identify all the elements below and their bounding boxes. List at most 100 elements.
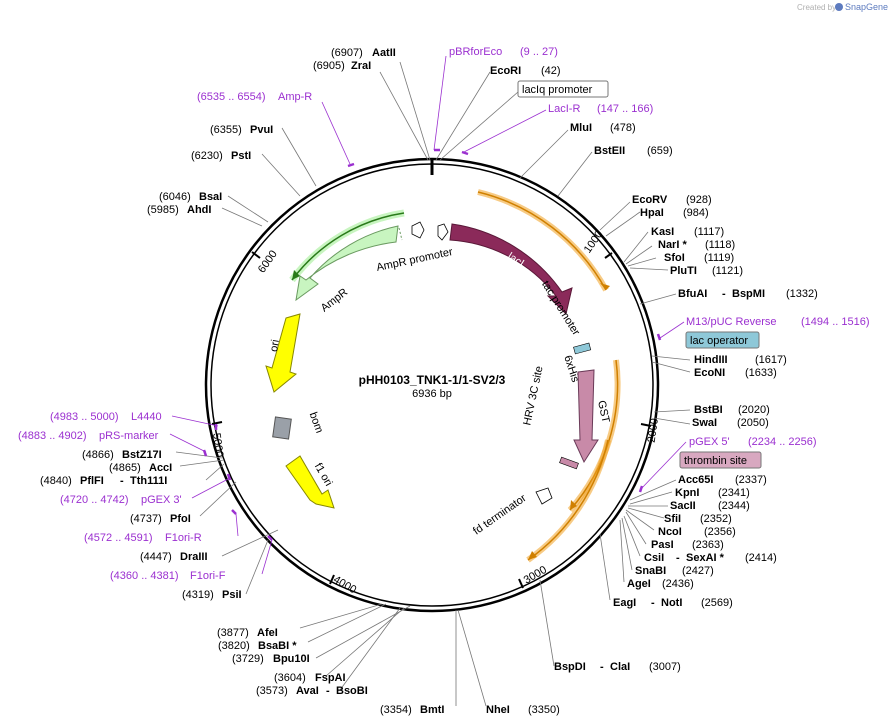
- enzyme-ecori[interactable]: EcoRI: [490, 65, 521, 77]
- laci-promoter-arrow: [437, 223, 449, 241]
- primer-laci-r[interactable]: LacI-R: [548, 103, 580, 115]
- enzyme-hpai[interactable]: HpaI: [640, 207, 664, 219]
- primer-range: (4883 .. 4902): [18, 430, 87, 442]
- enzyme-pasi[interactable]: PasI: [651, 539, 674, 551]
- svg-text:-: -: [600, 661, 604, 673]
- enzyme-bsai[interactable]: BsaI: [199, 191, 222, 203]
- enzyme-psii[interactable]: PsiI: [222, 589, 242, 601]
- primer-f1ori-r[interactable]: F1ori-R: [165, 532, 202, 544]
- f1ori-feature[interactable]: [285, 455, 335, 509]
- enzyme-pos: (984): [683, 207, 709, 219]
- primer-m13-puc-reverse[interactable]: M13/pUC Reverse: [686, 316, 776, 328]
- enzyme-eagi[interactable]: EagI: [613, 597, 636, 609]
- enzyme-clai[interactable]: ClaI: [610, 661, 630, 673]
- enzyme-bsteii[interactable]: BstEII: [594, 145, 625, 157]
- enzyme-csii[interactable]: CsiI: [644, 552, 664, 564]
- enzyme-hindiii[interactable]: HindIII: [694, 354, 728, 366]
- enzyme-draiii[interactable]: DraIII: [180, 551, 208, 563]
- laciq-promoter-box[interactable]: [517, 80, 609, 98]
- enzyme-pos: (3354): [380, 704, 412, 716]
- primer-range: (4360 .. 4381): [110, 570, 179, 582]
- enzyme-bsobi[interactable]: BsoBI: [336, 685, 368, 697]
- enzyme-pos: (2427): [682, 565, 714, 577]
- enzyme-snabi[interactable]: SnaBI: [635, 565, 666, 577]
- enzyme-pos: (1633): [745, 367, 777, 379]
- enzyme-pos: (2363): [692, 539, 724, 551]
- primer-amp-r[interactable]: Amp-R: [278, 91, 312, 103]
- primer-pgex-5[interactable]: pGEX 5': [689, 436, 730, 448]
- enzyme-bpu10i[interactable]: Bpu10I: [273, 653, 310, 665]
- thrombin-site-label: thrombin site: [684, 455, 747, 467]
- enzyme-econi[interactable]: EcoNI: [694, 367, 725, 379]
- ori-feature[interactable]: [265, 313, 301, 393]
- gst-feature[interactable]: [573, 369, 599, 464]
- enzyme-nhei[interactable]: NheI: [486, 704, 510, 716]
- enzyme-pos: (2414): [745, 552, 777, 564]
- laci-feature[interactable]: [449, 223, 573, 315]
- primer-range: (9 .. 27): [520, 46, 558, 58]
- enzyme-pos: (1118): [705, 239, 735, 251]
- enzyme-zrai[interactable]: ZraI: [351, 60, 371, 72]
- enzyme-agei[interactable]: AgeI: [627, 578, 651, 590]
- lac-operator-box[interactable]: [685, 331, 760, 349]
- enzyme-pos: (2020): [738, 404, 770, 416]
- enzyme-pos: (6355): [210, 124, 242, 136]
- enzyme-bsabi[interactable]: BsaBI *: [258, 640, 297, 652]
- ampr-feature[interactable]: [295, 225, 399, 302]
- enzyme-aatii[interactable]: AatII: [372, 47, 396, 59]
- primer-l4440[interactable]: L4440: [131, 411, 162, 423]
- enzyme-sexai[interactable]: SexAI *: [686, 552, 725, 564]
- enzyme-avai[interactable]: AvaI: [296, 685, 319, 697]
- enzyme-kasi[interactable]: KasI: [651, 226, 674, 238]
- enzyme-tth111i[interactable]: Tth111I: [130, 475, 167, 487]
- primer-pbrforeco[interactable]: pBRforEco: [449, 46, 502, 58]
- enzyme-fspai[interactable]: FspAI: [315, 672, 346, 684]
- primer-leader-lines: [169, 55, 687, 575]
- enzyme-pfoi[interactable]: PfoI: [170, 513, 191, 525]
- enzyme-acc65i[interactable]: Acc65I: [678, 474, 713, 486]
- enzyme-acci[interactable]: AccI: [149, 462, 172, 474]
- primer-pgex-3[interactable]: pGEX 3': [141, 494, 182, 506]
- enzyme-mlui[interactable]: MluI: [570, 122, 592, 134]
- enzyme-pos: (4866): [82, 449, 114, 461]
- enzyme-pos: (2344): [718, 500, 750, 512]
- enzyme-nari[interactable]: NarI *: [658, 239, 687, 251]
- enzyme-kpni[interactable]: KpnI: [675, 487, 699, 499]
- enzyme-pvui[interactable]: PvuI: [250, 124, 273, 136]
- enzyme-pos: (2356): [704, 526, 736, 538]
- enzyme-bstbi[interactable]: BstBI: [694, 404, 723, 416]
- primer-f1ori-f[interactable]: F1ori-F: [190, 570, 226, 582]
- enzyme-afei[interactable]: AfeI: [257, 627, 278, 639]
- tick-6000: 6000: [256, 248, 280, 275]
- enzyme-bstz17i[interactable]: BstZ17I: [122, 449, 162, 461]
- enzyme-ahdi[interactable]: AhdI: [187, 204, 211, 216]
- enzyme-sfii[interactable]: SfiI: [664, 513, 681, 525]
- bom-feature[interactable]: [272, 416, 292, 440]
- fd-terminator-label: fd terminator: [471, 492, 529, 537]
- enzyme-sacii[interactable]: SacII: [670, 500, 696, 512]
- enzyme-pluti[interactable]: PluTI: [670, 265, 697, 277]
- enzyme-pos: (3350): [528, 704, 560, 716]
- enzyme-pos: (1617): [755, 354, 787, 366]
- enzyme-ecorv[interactable]: EcoRV: [632, 194, 668, 206]
- thrombin-site-box[interactable]: [679, 451, 762, 469]
- enzyme-psti[interactable]: PstI: [231, 150, 251, 162]
- backbone-outer-ring: [204, 157, 660, 613]
- fd-terminator-icon: [535, 487, 553, 505]
- enzyme-noti[interactable]: NotI: [661, 597, 682, 609]
- enzyme-bfuai[interactable]: BfuAI: [678, 288, 707, 300]
- created-by-label: Created by: [797, 3, 836, 12]
- enzyme-pos: (4865): [109, 462, 141, 474]
- enzyme-swai[interactable]: SwaI: [692, 417, 717, 429]
- enzyme-pflfi[interactable]: PflFI: [80, 475, 104, 487]
- enzyme-bspmi[interactable]: BspMI: [732, 288, 765, 300]
- primer-range: (2234 .. 2256): [748, 436, 817, 448]
- primer-prs-marker[interactable]: pRS-marker: [99, 430, 159, 442]
- ampr-promoter-label: AmpR promoter: [375, 246, 454, 274]
- enzyme-ncoi[interactable]: NcoI: [658, 526, 682, 538]
- enzyme-bspdi[interactable]: BspDI: [554, 661, 586, 673]
- enzyme-bmti[interactable]: BmtI: [420, 704, 444, 716]
- laciq-promoter-label: lacIq promoter: [522, 84, 593, 96]
- enzyme-sfoi[interactable]: SfoI: [664, 252, 685, 264]
